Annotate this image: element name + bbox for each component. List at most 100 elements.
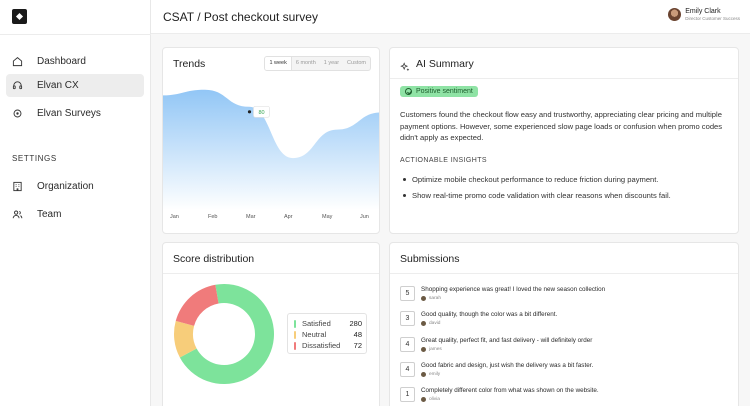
submission-text: Good quality, though the color was a bit… <box>421 311 558 318</box>
card-divider <box>390 273 738 274</box>
submission-row[interactable]: 4 Great quality, perfect fit, and fast d… <box>400 335 730 355</box>
trend-chart: 80 <box>163 89 379 210</box>
legend-label: Dissatisfied <box>302 341 341 350</box>
summary-text: Customers found the checkout flow easy a… <box>400 110 723 142</box>
submission-score: 4 <box>400 362 415 377</box>
trend-tooltip-value: 80 <box>258 110 264 116</box>
donut-segment-dissatisfied[interactable] <box>175 284 219 326</box>
sidebar-item-label: Elvan Surveys <box>37 108 101 119</box>
user-name: Emily Clark <box>685 8 721 15</box>
sidebar-item-elvan-cx[interactable]: Elvan CX <box>6 74 144 97</box>
insight-item: Show real-time promo code validation wit… <box>403 191 732 200</box>
trend-tooltip: 80 <box>253 105 270 118</box>
legend-label: Neutral <box>302 330 327 339</box>
team-icon <box>12 209 23 220</box>
headset-icon <box>12 80 23 91</box>
sidebar-item-elvan-surveys[interactable]: Elvan Surveys <box>6 102 144 125</box>
x-tick-label: Feb <box>208 214 218 220</box>
x-tick-label: Mar <box>246 214 256 220</box>
legend-swatch <box>294 342 296 350</box>
submission-row[interactable]: 5 Shopping experience was great! I loved… <box>400 284 730 304</box>
submission-score: 5 <box>400 286 415 301</box>
submission-score: 3 <box>400 311 415 326</box>
score-distribution-title: Score distribution <box>173 253 255 265</box>
submission-username: james <box>429 347 442 352</box>
submission-user: sarah <box>421 296 441 301</box>
submission-user: emily <box>421 372 440 377</box>
x-tick-label: May <box>322 214 333 220</box>
trends-title: Trends <box>173 58 206 70</box>
score-donut-chart <box>174 284 274 384</box>
submission-user: david <box>421 321 440 326</box>
legend-swatch <box>294 331 296 339</box>
submissions-card: Submissions 5 Shopping experience was gr… <box>389 242 739 406</box>
trend-highlight-point[interactable] <box>247 110 252 114</box>
range-custom[interactable]: Custom <box>347 60 366 66</box>
submission-text: Good fabric and design, just wish the de… <box>421 362 594 369</box>
range-1-year[interactable]: 1 year <box>323 60 340 66</box>
topbar: CSAT / Post checkout survey Emily Clark … <box>151 0 750 34</box>
avatar <box>668 8 682 21</box>
user-avatar-icon <box>421 397 426 402</box>
donut-segment-neutral[interactable] <box>174 320 197 358</box>
user-role: Director Customer Success <box>685 16 740 21</box>
sidebar-item-organization[interactable]: Organization <box>6 175 144 198</box>
submission-user: olivia <box>421 397 440 402</box>
submission-text: Great quality, perfect fit, and fast del… <box>421 337 593 344</box>
range-6-month[interactable]: 6 month <box>295 60 316 66</box>
logo-icon[interactable] <box>12 9 27 24</box>
legend-swatch <box>294 320 296 328</box>
sidebar-divider <box>0 34 151 35</box>
sidebar-item-dashboard[interactable]: Dashboard <box>6 50 144 73</box>
legend-value: 48 <box>353 330 362 339</box>
legend-item-neutral: Neutral 48 <box>294 330 362 340</box>
donut-segment-satisfied[interactable] <box>179 284 274 384</box>
sidebar-item-team[interactable]: Team <box>6 203 144 226</box>
submissions-title: Submissions <box>400 253 460 265</box>
survey-icon <box>12 108 23 119</box>
building-icon <box>12 181 23 192</box>
insights-label: ACTIONABLE INSIGHTS <box>400 157 487 164</box>
score-legend: Satisfied 280 Neutral 48 Dissatisfied 72 <box>287 313 367 354</box>
legend-label: Satisfied <box>302 319 331 328</box>
submission-row[interactable]: 4 Good fabric and design, just wish the … <box>400 360 730 380</box>
page-title: CSAT / Post checkout survey <box>163 10 318 24</box>
sidebar-item-label: Organization <box>37 181 94 192</box>
card-divider <box>163 273 379 274</box>
card-divider <box>390 78 738 79</box>
submission-score: 4 <box>400 337 415 352</box>
trend-area <box>163 89 379 210</box>
sidebar-item-label: Team <box>37 209 62 220</box>
submission-text: Completely different color from what was… <box>421 387 599 394</box>
sidebar: Dashboard Elvan CX Elvan Surveys SETTING… <box>0 0 151 406</box>
range-selector: 1 week 6 month 1 year Custom <box>264 56 371 71</box>
user-avatar-icon <box>421 296 426 301</box>
home-icon <box>12 56 23 67</box>
ai-summary-header: AI Summary <box>400 58 474 72</box>
x-tick-label: Apr <box>284 214 293 220</box>
submission-username: olivia <box>429 397 440 402</box>
legend-value: 72 <box>353 341 362 350</box>
submission-score: 1 <box>400 387 415 402</box>
sentiment-badge: Positive sentiment <box>400 86 478 97</box>
user-menu[interactable]: Emily Clark Director Customer Success <box>668 8 740 21</box>
legend-item-satisfied: Satisfied 280 <box>294 319 362 329</box>
submission-username: sarah <box>429 296 441 301</box>
submission-username: emily <box>429 372 441 377</box>
ai-summary-title: AI Summary <box>416 58 474 70</box>
submission-row[interactable]: 1 Completely different color from what w… <box>400 385 730 405</box>
user-avatar-icon <box>421 372 426 377</box>
submission-row[interactable]: 3 Good quality, though the color was a b… <box>400 309 730 329</box>
range-1-week[interactable]: 1 week <box>265 57 292 70</box>
x-tick-label: Jan <box>170 214 179 220</box>
submission-user: james <box>421 347 442 352</box>
sidebar-item-label: Dashboard <box>37 56 86 67</box>
check-circle-icon <box>405 88 412 95</box>
insight-item: Optimize mobile checkout performance to … <box>403 175 732 184</box>
submission-username: david <box>429 321 441 326</box>
settings-section-label: SETTINGS <box>12 154 57 163</box>
submission-text: Shopping experience was great! I loved t… <box>421 286 606 293</box>
user-avatar-icon <box>421 321 426 326</box>
sidebar-item-label: Elvan CX <box>37 80 79 91</box>
